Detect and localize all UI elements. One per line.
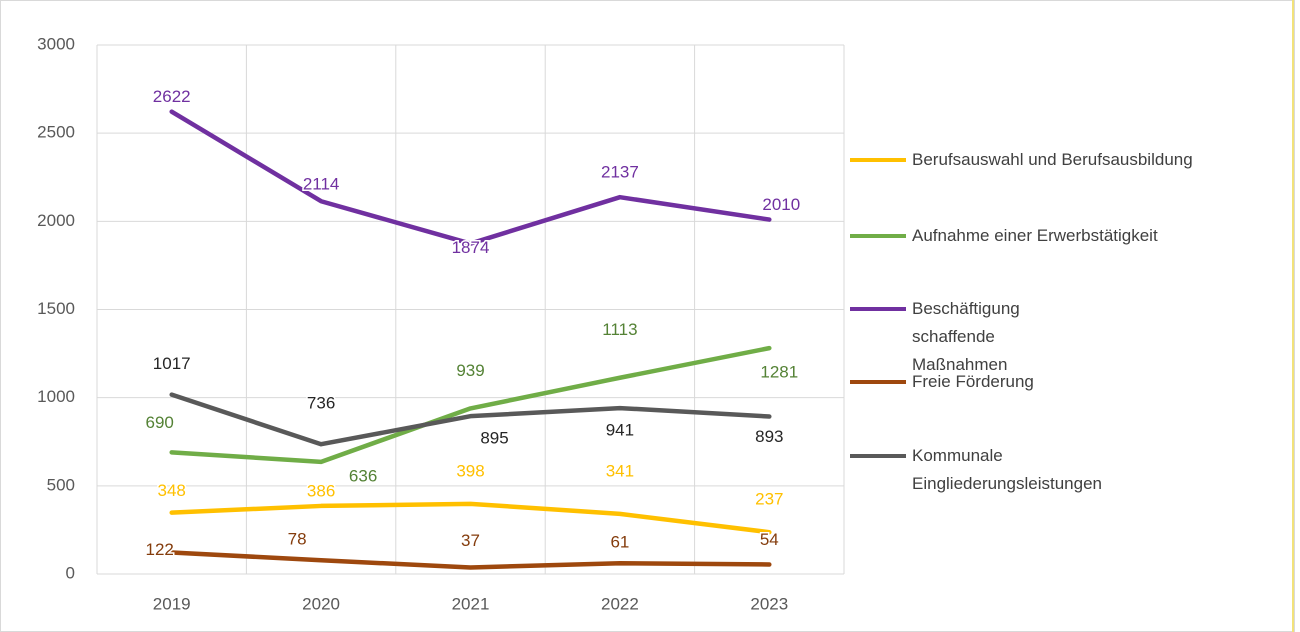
y-tick-label: 2500 <box>37 123 75 142</box>
x-tick-label: 2020 <box>302 594 340 613</box>
legend-item: Kommunale Eingliederungsleistungen <box>850 442 1102 498</box>
data-label: 1281 <box>760 363 798 382</box>
y-tick-label: 0 <box>66 563 75 582</box>
data-label: 341 <box>606 461 634 480</box>
data-label: 2114 <box>303 175 340 194</box>
legend-item: Berufsauswahl und Berufsausbildung <box>850 146 1230 174</box>
data-label: 1017 <box>153 354 191 373</box>
x-tick-label: 2023 <box>750 594 788 613</box>
y-tick-label: 2000 <box>37 211 75 230</box>
legend-label: Freie Förderung <box>912 372 1034 391</box>
data-label: 736 <box>307 394 335 413</box>
y-tick-label: 1000 <box>37 387 75 406</box>
series-line <box>169 345 772 465</box>
series-line <box>169 392 772 447</box>
series-line <box>169 501 772 535</box>
legend-swatch <box>850 380 906 384</box>
y-tick-label: 500 <box>47 475 75 494</box>
data-label: 939 <box>456 361 484 380</box>
y-tick-label: 1500 <box>37 299 75 318</box>
data-label: 386 <box>307 481 335 500</box>
legend-item: Freie Förderung <box>850 368 1230 396</box>
data-label: 61 <box>610 533 629 552</box>
data-label: 398 <box>456 461 484 480</box>
data-label: 78 <box>288 530 307 549</box>
y-tick-label: 3000 <box>37 34 75 53</box>
legend-swatch <box>850 454 906 458</box>
data-label: 1874 <box>452 238 490 257</box>
data-label: 237 <box>755 490 783 509</box>
legend-label: Kommunale Eingliederungsleistungen <box>912 446 1102 493</box>
data-label: 690 <box>146 413 174 432</box>
data-label: 348 <box>158 481 186 500</box>
data-label: 941 <box>606 421 634 440</box>
legend-swatch <box>850 307 906 311</box>
data-label: 37 <box>461 531 480 550</box>
legend-label: Aufnahme einer Erwerbstätigkeit <box>912 226 1158 245</box>
x-tick-label: 2022 <box>601 594 639 613</box>
data-label: 54 <box>760 530 779 549</box>
legend-item: Aufnahme einer Erwerbstätigkeit <box>850 222 1230 250</box>
data-label: 122 <box>146 540 174 559</box>
legend-label: Berufsauswahl und Berufsausbildung <box>912 150 1193 169</box>
series-line <box>169 109 772 246</box>
x-tick-label: 2019 <box>153 594 191 613</box>
data-label: 2137 <box>601 163 639 182</box>
legend-swatch <box>850 234 906 238</box>
series-line <box>169 550 772 570</box>
legend-item: Beschäftigung schaffende Maßnahmen <box>850 295 1090 379</box>
data-label: 2622 <box>153 87 191 106</box>
data-label: 895 <box>480 429 508 448</box>
x-tick-label: 2021 <box>452 594 490 613</box>
legend-swatch <box>850 158 906 162</box>
data-label: 2010 <box>762 195 800 214</box>
data-label: 636 <box>349 466 377 485</box>
data-label: 893 <box>755 427 783 446</box>
data-label: 1113 <box>602 320 637 339</box>
legend-label: Beschäftigung schaffende Maßnahmen <box>912 299 1020 374</box>
